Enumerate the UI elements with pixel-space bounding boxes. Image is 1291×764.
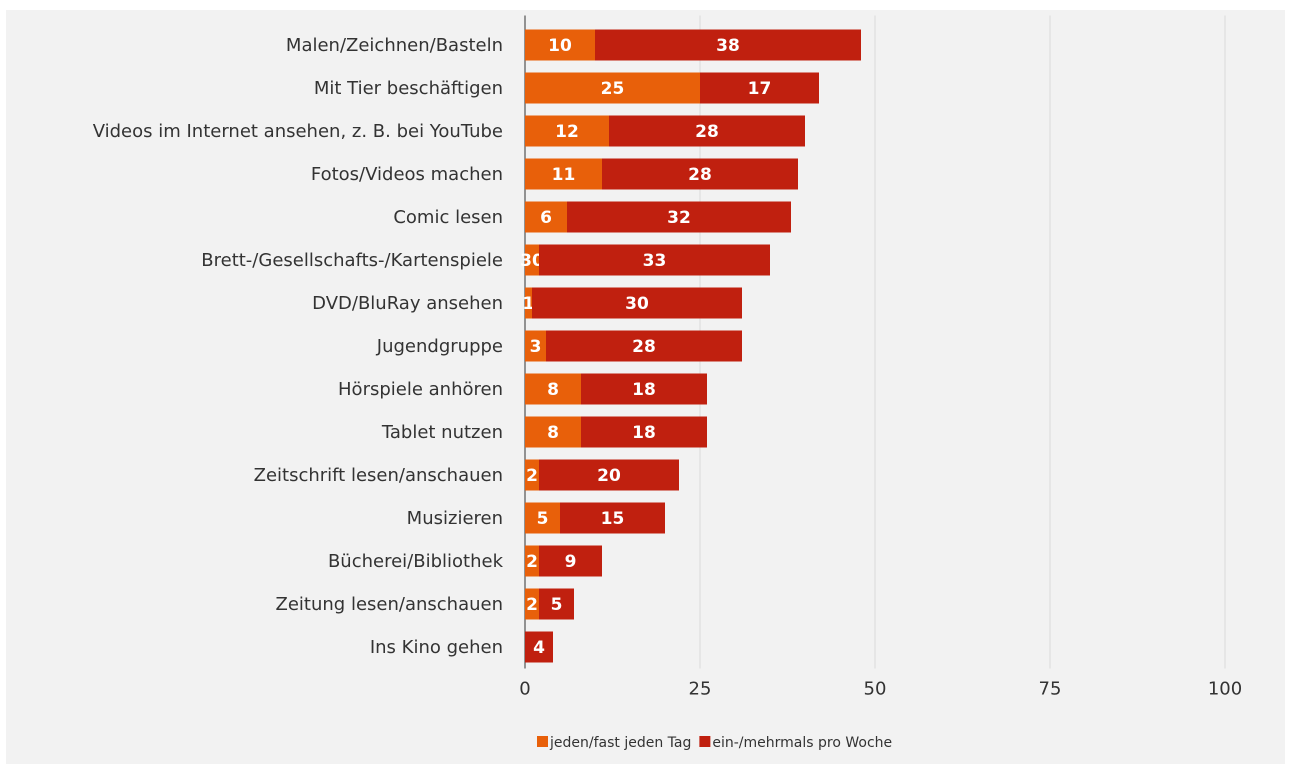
x-tick-label: 100 <box>1208 679 1242 700</box>
legend-swatch <box>699 736 711 747</box>
data-label: 32 <box>667 208 691 228</box>
data-label: 1 <box>523 294 535 314</box>
bar-segment <box>525 459 539 491</box>
bar-segment <box>525 287 532 319</box>
data-label: 8 <box>547 423 559 443</box>
data-label: 2 <box>526 552 538 572</box>
bar-segment <box>525 373 581 405</box>
category-label: Tablet nutzen <box>381 422 503 443</box>
data-label: 5 <box>551 595 563 615</box>
category-label: Videos im Internet ansehen, z. B. bei Yo… <box>93 121 503 142</box>
data-label: 5 <box>537 509 549 529</box>
data-label: 38 <box>716 36 740 56</box>
category-label: Comic lesen <box>393 207 503 228</box>
bar-segment <box>539 588 574 620</box>
bar-segment <box>581 373 707 405</box>
data-label: 30 <box>625 294 649 314</box>
bar-segment <box>525 502 560 534</box>
data-label: 18 <box>632 380 656 400</box>
data-label: 6 <box>540 208 552 228</box>
bar-segment <box>546 330 742 362</box>
x-tick-label: 50 <box>864 679 887 700</box>
data-label: 10 <box>548 36 572 56</box>
bar-segment <box>525 588 539 620</box>
chart-panel: 10 38 25 17 12 28 11 28 6 32 30 33 1 30 3 28 8 18 8 18 2 20 5 1… <box>6 10 1285 764</box>
legend-label: ein-/mehrmals pro Woche <box>712 735 892 751</box>
category-label: Malen/Zeichnen/Basteln <box>286 35 503 56</box>
bar-segment <box>525 330 546 362</box>
data-label: 18 <box>632 423 656 443</box>
x-tick-label: 0 <box>519 679 530 700</box>
bar-segment <box>525 631 553 663</box>
bar-segment <box>525 545 539 577</box>
bar-segment <box>602 158 798 190</box>
x-tick-label: 75 <box>1039 679 1062 700</box>
data-label: 12 <box>555 122 579 142</box>
bar-segment <box>525 416 581 448</box>
bar-segment <box>539 459 679 491</box>
data-label: 25 <box>601 79 625 99</box>
bar-segment <box>581 416 707 448</box>
category-label: Mit Tier beschäftigen <box>314 78 503 99</box>
bar-segment <box>700 72 819 104</box>
category-label: DVD/BluRay ansehen <box>312 293 503 314</box>
data-label: 8 <box>547 380 559 400</box>
data-label: 20 <box>597 466 621 486</box>
data-label: 17 <box>748 79 772 99</box>
category-label: Hörspiele anhören <box>338 379 503 400</box>
category-label: Zeitschrift lesen/anschauen <box>254 465 503 486</box>
bar-segment <box>567 201 791 233</box>
legend: jeden/fast jeden Tag ein-/mehrmals pro Wo… <box>537 735 892 751</box>
category-label: Zeitung lesen/anschauen <box>276 594 503 615</box>
data-label: 33 <box>643 251 667 271</box>
legend-swatch <box>537 736 548 747</box>
data-label: 2 <box>526 595 538 615</box>
data-label: 11 <box>552 165 576 185</box>
x-axis-ticks: 0 25 50 75 100 <box>519 679 1242 700</box>
data-label: 4 <box>533 638 545 658</box>
data-label: 28 <box>632 337 656 357</box>
bar-segment <box>539 244 770 276</box>
data-label: 3 <box>530 337 542 357</box>
category-label: Brett-/Gesellschafts-/Kartenspiele <box>201 250 503 271</box>
bar-segment <box>525 244 539 276</box>
data-label: 30 <box>520 251 544 271</box>
bar-segment <box>532 287 742 319</box>
bar-segment <box>539 545 602 577</box>
bar-segment <box>525 201 567 233</box>
data-label: 28 <box>695 122 719 142</box>
bar-segment <box>609 115 805 147</box>
category-label: Jugendgruppe <box>376 336 503 357</box>
bar-segment <box>525 72 700 104</box>
bar-segment <box>525 29 595 61</box>
data-label: 2 <box>526 466 538 486</box>
bar-segment <box>560 502 665 534</box>
data-label: 28 <box>688 165 712 185</box>
category-label: Bücherei/Bibliothek <box>328 551 504 572</box>
data-label: 9 <box>565 552 577 572</box>
bar-segment <box>525 115 609 147</box>
x-tick-label: 25 <box>689 679 712 700</box>
category-label: Ins Kino gehen <box>370 637 503 658</box>
category-label: Musizieren <box>407 508 503 529</box>
legend-label: jeden/fast jeden Tag <box>549 735 691 751</box>
bar-segment <box>595 29 861 61</box>
data-label: 15 <box>601 509 625 529</box>
category-label: Fotos/Videos machen <box>311 164 503 185</box>
category-labels: Malen/Zeichnen/Basteln Mit Tier beschäfti… <box>93 35 504 658</box>
bar-segment <box>525 158 602 190</box>
